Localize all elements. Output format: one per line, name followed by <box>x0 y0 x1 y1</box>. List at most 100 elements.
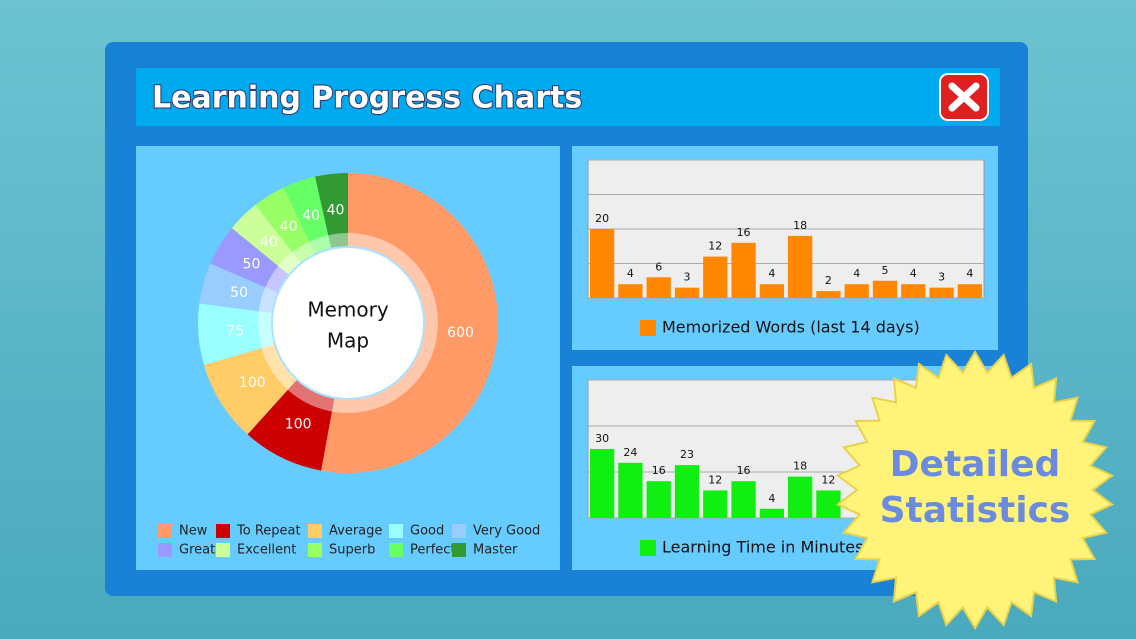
bar <box>872 280 898 298</box>
donut-slice <box>231 204 301 275</box>
data-label: 18 <box>793 460 807 473</box>
data-label: 20 <box>595 212 609 225</box>
data-label: 6 <box>655 260 662 273</box>
legend-swatch <box>640 540 656 556</box>
legend-swatch <box>640 320 656 336</box>
data-label: 23 <box>680 448 694 461</box>
bar <box>674 465 700 518</box>
bar <box>646 481 671 518</box>
bar <box>731 481 756 518</box>
legend-swatch <box>308 524 322 538</box>
bar <box>929 287 954 298</box>
bar <box>703 490 728 518</box>
data-label: 4 <box>768 267 775 280</box>
donut-slice <box>203 344 297 435</box>
data-label: 75 <box>226 324 244 340</box>
legend-label: Memorized Words (last 14 days) <box>662 318 920 337</box>
data-label: 100 <box>239 375 266 391</box>
legend-label: Master <box>473 543 518 558</box>
data-label: 30 <box>595 432 609 445</box>
badge-line: Detailed <box>890 444 1061 485</box>
bar <box>788 476 813 518</box>
bar <box>731 242 756 298</box>
data-label: 24 <box>623 446 637 459</box>
bar <box>703 256 728 298</box>
data-label: 12 <box>708 240 722 253</box>
center-text: Memory <box>307 298 389 322</box>
legend-swatch <box>158 543 172 557</box>
donut-slice <box>255 187 316 263</box>
bar <box>844 284 869 298</box>
donut-slice <box>198 303 275 365</box>
data-label: 50 <box>243 256 261 272</box>
bar <box>674 287 700 298</box>
donut-slice <box>321 173 498 473</box>
data-label: 18 <box>793 219 807 232</box>
legend-swatch <box>389 543 403 557</box>
data-label: 5 <box>882 264 889 277</box>
title-bar <box>136 68 1000 126</box>
legend-swatch <box>308 543 322 557</box>
data-label: 40 <box>302 208 320 224</box>
legend-swatch <box>452 543 466 557</box>
donut-slice <box>315 173 348 248</box>
donut-slice <box>247 380 335 471</box>
badge-line: Statistics <box>880 490 1071 531</box>
data-label: 4 <box>627 267 634 280</box>
data-label: 16 <box>737 464 751 477</box>
window-title: Learning Progress Charts <box>152 81 582 116</box>
bar <box>618 462 643 518</box>
bar <box>759 284 784 298</box>
bar <box>957 284 982 298</box>
data-label: 50 <box>230 285 248 301</box>
data-label: 12 <box>708 473 722 486</box>
bar <box>788 235 813 298</box>
legend-swatch <box>216 543 230 557</box>
donut-slice <box>199 263 278 313</box>
legend-label: Good <box>410 524 444 539</box>
donut-slice <box>210 228 289 293</box>
legend-label: New <box>179 524 208 539</box>
bar <box>590 229 615 298</box>
bar <box>618 284 643 298</box>
data-label: 4 <box>768 492 775 505</box>
donut-center <box>273 248 423 398</box>
legend-swatch <box>216 524 230 538</box>
bar <box>590 449 615 518</box>
legend-swatch <box>389 524 403 538</box>
data-label: 40 <box>327 203 345 219</box>
bar <box>901 284 926 298</box>
bar <box>816 291 841 298</box>
legend-swatch <box>158 524 172 538</box>
donut-slice <box>283 176 332 254</box>
legend-label: Learning Time in Minutes <box>662 538 863 557</box>
data-label: 40 <box>260 234 278 250</box>
data-label: 12 <box>821 473 835 486</box>
data-label: 40 <box>280 219 298 235</box>
legend-label: Perfect <box>410 543 456 558</box>
legend-label: Average <box>329 524 382 539</box>
data-label: 600 <box>447 325 474 341</box>
data-label: 2 <box>825 274 832 287</box>
data-label: 4 <box>910 267 917 280</box>
bar <box>759 508 784 518</box>
bar <box>646 277 671 298</box>
legend-swatch <box>452 524 466 538</box>
legend-label: Superb <box>329 543 375 558</box>
data-label: 100 <box>285 416 312 432</box>
close-button[interactable] <box>939 73 989 121</box>
legend-label: Very Good <box>473 524 540 539</box>
data-label: 4 <box>853 267 860 280</box>
badge: Detailed Statistics <box>835 350 1115 630</box>
legend-label: To Repeat <box>236 524 301 539</box>
center-text: Map <box>327 329 369 353</box>
legend-label: Excellent <box>237 543 296 558</box>
data-label: 4 <box>966 267 973 280</box>
legend-label: Great <box>179 543 215 558</box>
data-label: 16 <box>652 464 666 477</box>
data-label: 16 <box>737 226 751 239</box>
data-label: 3 <box>684 271 691 284</box>
data-label: 3 <box>938 271 945 284</box>
